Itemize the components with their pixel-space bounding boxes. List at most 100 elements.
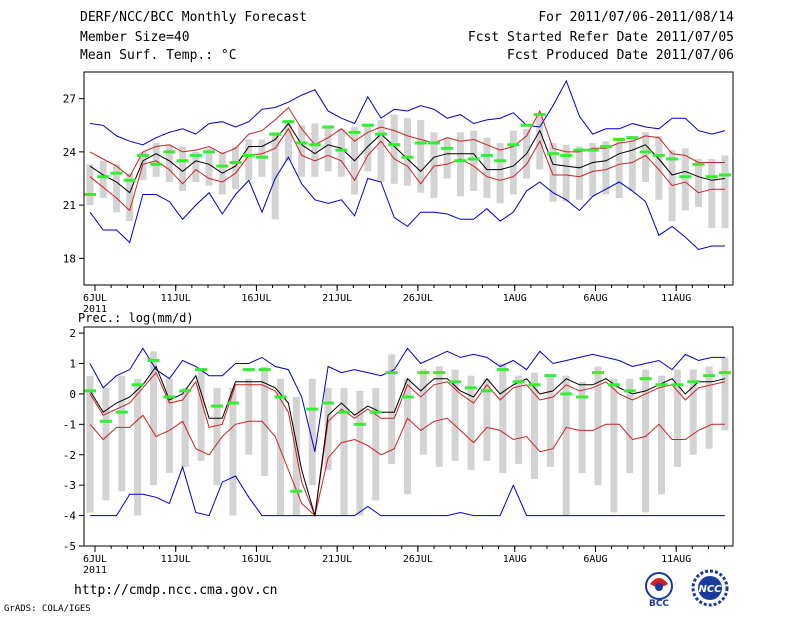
ensemble-box (721, 357, 729, 431)
ensemble-box (356, 390, 364, 516)
ensemble-box (642, 369, 650, 513)
y-tick-label: 18 (63, 252, 76, 265)
ensemble-box (404, 378, 411, 495)
chart-panel-temperature: 18 21 24 27 6JUL 11JUL 16JUL 21JUL 26JUL 1AUG 6AUG… (63, 71, 734, 315)
ensemble-box (435, 366, 443, 467)
start-date: Fcst Started Refer Date 2011/07/05 (467, 30, 734, 45)
ensemble-box (626, 378, 634, 473)
logos: BCC NCC (645, 569, 729, 608)
ensemble-box (245, 139, 253, 181)
ensemble-box (340, 387, 348, 516)
ensemble-box (245, 378, 253, 455)
ensemble-box (192, 151, 200, 183)
ensemble-box (451, 369, 459, 461)
y-tick-label: 0 (69, 388, 76, 401)
source-url[interactable]: http://cmdp.ncc.cma.gov.cn (74, 583, 278, 598)
y-tick-label: -5 (63, 540, 76, 553)
ensemble-box (589, 143, 597, 197)
ensemble-box (134, 378, 142, 516)
ensemble-box (324, 387, 332, 470)
ensemble-box (515, 375, 523, 464)
ensemble-box (721, 155, 729, 229)
series-line-min (89, 156, 725, 251)
ensemble-box (536, 116, 544, 170)
ensemble-box (388, 354, 396, 464)
ensemble-box (377, 119, 385, 183)
ensemble-box (126, 173, 134, 222)
ensemble-box (102, 387, 110, 501)
ensemble-box (430, 132, 438, 199)
ensemble-box (602, 141, 610, 195)
ensemble-box (673, 369, 681, 467)
ensemble-box (86, 375, 94, 513)
ensemble-box (546, 375, 554, 467)
x-tick-label: 26JUL (403, 293, 433, 304)
ensemble-box (695, 158, 703, 207)
ensemble-box (689, 369, 697, 455)
ensemble-box (594, 366, 602, 486)
ensemble-box (549, 143, 557, 202)
ensemble-box (298, 125, 306, 177)
x-tick-label: 21JUL (322, 293, 352, 304)
ensemble-box (658, 375, 665, 495)
chart-title: DERF/NCC/BCC Monthly Forecast (80, 10, 307, 25)
series-line-max (89, 79, 726, 146)
ensemble-box (655, 135, 663, 200)
ensemble-box (271, 132, 279, 220)
ensemble-box (364, 123, 372, 172)
ensemble-box (229, 387, 237, 516)
ensemble-box (562, 144, 570, 202)
panel-title: Prec.: log(mm/d) (78, 311, 194, 325)
ensemble-box (470, 130, 478, 191)
ensemble-box (705, 366, 713, 449)
ensemble-box (456, 132, 464, 197)
y-tick-label: 21 (63, 199, 76, 212)
ensemble-box (443, 137, 451, 179)
ensemble-box (531, 372, 538, 480)
ensemble-box (150, 351, 157, 486)
x-tick-label: 6AUG (583, 554, 607, 565)
y-tick-label: -3 (63, 479, 76, 492)
ensemble-box (419, 369, 427, 455)
ensemble-box (642, 132, 650, 183)
series-line-mean (89, 365, 726, 516)
ensemble-box (372, 387, 380, 501)
ensemble-box (311, 123, 319, 177)
year-label: 2011 (83, 304, 107, 315)
ensemble-box (575, 146, 583, 200)
ensemble-box (417, 119, 425, 193)
ensemble-box (213, 387, 221, 486)
x-tick-label: 6JUL (83, 554, 107, 565)
ensemble-box (284, 119, 292, 161)
ensemble-box (404, 118, 411, 186)
forecast-period: For 2011/07/06-2011/08/14 (538, 10, 734, 25)
year-label: 2011 (83, 565, 107, 576)
ensemble-box (277, 378, 284, 516)
ensemble-box (197, 369, 205, 461)
ensemble-box (578, 381, 586, 473)
ensemble-box (152, 143, 160, 177)
member-size: Member Size=40 (80, 30, 190, 45)
ensemble-box (681, 148, 689, 211)
x-tick-label: 21JUL (322, 554, 352, 565)
x-tick-label: 1AUG (503, 293, 527, 304)
ensemble-box (708, 158, 716, 229)
ensemble-box (232, 146, 240, 190)
ensemble-box (308, 378, 316, 486)
ensemble-box (112, 164, 120, 213)
series-line-max (89, 347, 725, 452)
series-line-spread_up (89, 371, 726, 518)
ensemble-box (496, 143, 504, 204)
ensemble-box (483, 378, 491, 461)
ncc-logo-icon: NCC (691, 569, 729, 607)
ensemble-box (467, 375, 475, 470)
series-line-upper (89, 106, 725, 178)
x-tick-label: 6AUG (583, 293, 607, 304)
produced-date: Fcst Produced Date 2011/07/06 (507, 48, 734, 63)
series-line-lower (89, 127, 725, 212)
ensemble-box (139, 151, 147, 181)
ensemble-box (165, 144, 173, 183)
y-tick-label: -2 (63, 449, 76, 462)
ensemble-box (615, 137, 623, 199)
ensemble-box (118, 375, 126, 492)
